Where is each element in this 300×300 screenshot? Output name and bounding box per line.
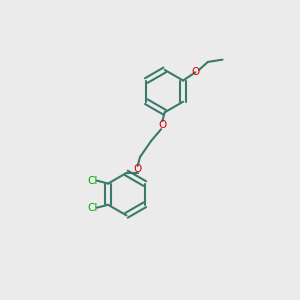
Text: Cl: Cl — [88, 203, 98, 213]
Text: O: O — [191, 67, 200, 77]
Text: Cl: Cl — [88, 176, 98, 186]
Text: O: O — [134, 164, 142, 174]
Text: O: O — [158, 120, 166, 130]
